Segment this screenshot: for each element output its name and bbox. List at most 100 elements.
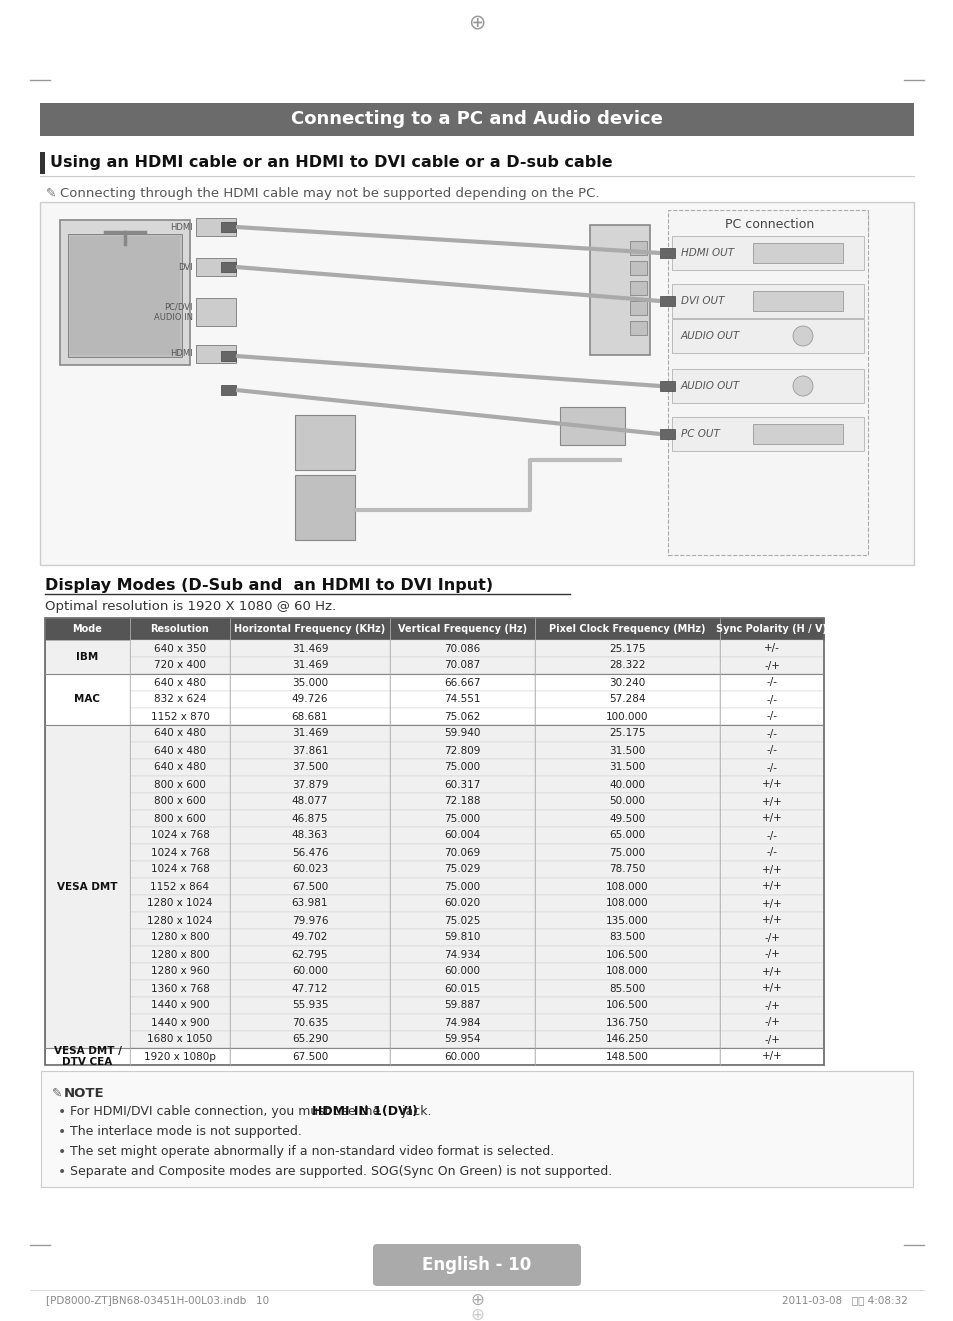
Text: VESA DMT /
DTV CEA: VESA DMT / DTV CEA [53, 1046, 121, 1067]
FancyBboxPatch shape [671, 369, 863, 403]
Text: 60.015: 60.015 [444, 984, 480, 993]
Text: 59.940: 59.940 [444, 728, 480, 738]
Bar [535, 946, 720, 963]
Text: 57.284: 57.284 [609, 695, 645, 704]
Bar [629, 301, 646, 314]
FancyBboxPatch shape [373, 1244, 580, 1287]
Bar [752, 291, 842, 310]
Text: 640 x 480: 640 x 480 [153, 745, 206, 756]
Bar [535, 810, 720, 827]
Bar [589, 225, 649, 355]
Text: 49.500: 49.500 [609, 814, 645, 823]
Text: 31.500: 31.500 [609, 762, 645, 773]
Text: Resolution: Resolution [151, 624, 209, 634]
Text: AUDIO OUT: AUDIO OUT [680, 380, 740, 391]
Text: ✎: ✎ [52, 1087, 63, 1100]
Text: 1280 x 960: 1280 x 960 [151, 967, 209, 976]
Text: 31.469: 31.469 [292, 728, 328, 738]
Bar [230, 827, 390, 844]
Text: 75.000: 75.000 [609, 848, 645, 857]
Text: PC connection: PC connection [724, 218, 814, 230]
Bar [130, 708, 230, 725]
Text: Pixel Clock Frequency (MHz): Pixel Clock Frequency (MHz) [549, 624, 705, 634]
Bar [230, 1030, 390, 1048]
Text: -/+: -/+ [763, 950, 780, 959]
Text: Display Modes (D-Sub and  an HDMI to DVI Input): Display Modes (D-Sub and an HDMI to DVI … [45, 579, 493, 593]
Bar [130, 810, 230, 827]
Bar [720, 810, 823, 827]
Bar [535, 691, 720, 708]
Text: -/-: -/- [765, 848, 777, 857]
Text: The interlace mode is not supported.: The interlace mode is not supported. [70, 1125, 301, 1137]
Text: 1024 x 768: 1024 x 768 [151, 831, 210, 840]
Bar [45, 1048, 130, 1065]
Text: 832 x 624: 832 x 624 [153, 695, 206, 704]
Text: jack.: jack. [397, 1104, 431, 1118]
Text: 31.500: 31.500 [609, 745, 645, 756]
Text: •: • [58, 1165, 66, 1180]
Bar [130, 760, 230, 775]
Bar [230, 618, 390, 639]
Text: •: • [58, 1145, 66, 1159]
Bar [195, 218, 235, 236]
Text: 1152 x 870: 1152 x 870 [151, 712, 210, 721]
Text: 60.020: 60.020 [444, 898, 480, 909]
Bar [390, 639, 535, 657]
Bar [535, 861, 720, 878]
Bar [221, 262, 235, 272]
Bar [45, 674, 130, 725]
Text: 74.934: 74.934 [444, 950, 480, 959]
Text: -/-: -/- [765, 678, 777, 687]
FancyBboxPatch shape [671, 236, 863, 269]
Bar [535, 1015, 720, 1030]
FancyBboxPatch shape [671, 284, 863, 318]
Bar [230, 896, 390, 911]
Text: 1920 x 1080p: 1920 x 1080p [144, 1052, 215, 1062]
Text: 148.500: 148.500 [605, 1052, 648, 1062]
Bar [60, 221, 190, 365]
Text: NOTE: NOTE [64, 1087, 105, 1100]
Text: 108.000: 108.000 [605, 967, 648, 976]
Text: +/+: +/+ [760, 814, 781, 823]
Bar [390, 775, 535, 793]
Bar [535, 878, 720, 896]
Bar [535, 618, 720, 639]
Bar [390, 742, 535, 760]
Bar [130, 618, 230, 639]
Bar [629, 240, 646, 255]
Text: -/+: -/+ [763, 660, 780, 671]
Text: 78.750: 78.750 [609, 864, 645, 875]
Text: 40.000: 40.000 [609, 779, 645, 790]
Bar [390, 861, 535, 878]
Bar [535, 997, 720, 1015]
Text: 35.000: 35.000 [292, 678, 328, 687]
Bar [720, 760, 823, 775]
Text: 31.469: 31.469 [292, 643, 328, 654]
Bar [130, 946, 230, 963]
Text: 59.810: 59.810 [444, 933, 480, 942]
Text: 70.635: 70.635 [292, 1017, 328, 1028]
Bar [230, 980, 390, 997]
Bar [230, 1015, 390, 1030]
Text: 60.023: 60.023 [292, 864, 328, 875]
Text: 60.317: 60.317 [444, 779, 480, 790]
Text: [PD8000-ZT]BN68-03451H-00L03.indb   10: [PD8000-ZT]BN68-03451H-00L03.indb 10 [46, 1295, 269, 1305]
Text: DVI OUT: DVI OUT [680, 296, 723, 306]
Bar [230, 639, 390, 657]
Text: 37.879: 37.879 [292, 779, 328, 790]
Bar [535, 708, 720, 725]
Text: PC/DVI
AUDIO IN: PC/DVI AUDIO IN [153, 303, 193, 322]
Text: HDMI OUT: HDMI OUT [680, 248, 734, 258]
Bar [720, 742, 823, 760]
Bar [230, 760, 390, 775]
Text: -/+: -/+ [763, 1000, 780, 1011]
Text: AUDIO OUT: AUDIO OUT [680, 332, 740, 341]
Text: Mode: Mode [72, 624, 102, 634]
Bar [390, 946, 535, 963]
Bar [130, 1015, 230, 1030]
Text: +/+: +/+ [760, 779, 781, 790]
Text: 48.077: 48.077 [292, 797, 328, 807]
Bar [294, 476, 355, 540]
Bar [390, 674, 535, 691]
Bar [130, 911, 230, 929]
